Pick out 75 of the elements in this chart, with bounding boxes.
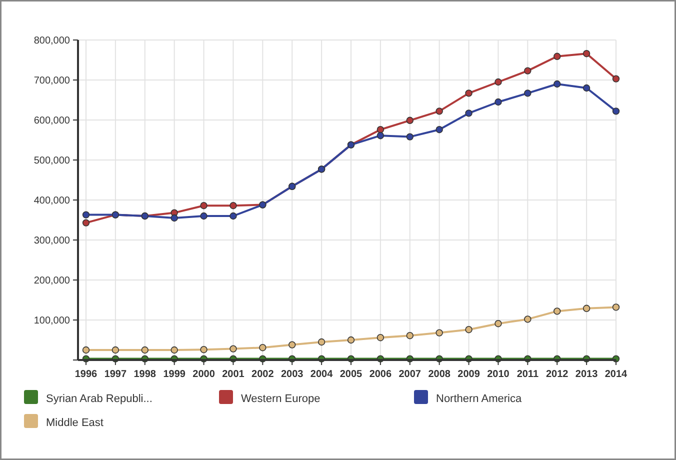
- point: [494, 78, 502, 86]
- point: [347, 336, 355, 344]
- point: [200, 212, 208, 220]
- x-tick-label: 2006: [369, 369, 392, 380]
- point: [436, 108, 443, 115]
- x-tick-label: 2009: [458, 369, 480, 380]
- legend-label: Western Europe: [241, 392, 320, 405]
- x-tick-label: 2004: [310, 369, 334, 380]
- y-tick-label: 100,000: [34, 316, 70, 326]
- point: [318, 338, 326, 346]
- point: [582, 50, 590, 58]
- legend-label: Syrian Arab Republi...: [46, 392, 152, 405]
- point: [376, 334, 384, 342]
- point: [230, 345, 237, 352]
- point: [406, 116, 414, 124]
- x-tick-label: 2000: [192, 369, 216, 380]
- point: [376, 132, 384, 140]
- y-tick-label: 300,000: [34, 236, 70, 246]
- point: [170, 214, 178, 222]
- y-tick-label: 400,000: [34, 196, 70, 206]
- point: [82, 211, 90, 218]
- x-tick-label: 2005: [340, 369, 363, 380]
- point: [612, 108, 620, 115]
- y-tick-label: 800,000: [34, 36, 70, 46]
- x-tick-label: 1999: [163, 369, 186, 380]
- x-tick-label: 2010: [487, 369, 510, 380]
- x-tick-label: 2013: [575, 369, 598, 380]
- point: [288, 341, 296, 348]
- point: [200, 202, 208, 210]
- point: [524, 90, 532, 97]
- point: [582, 304, 590, 312]
- point: [112, 346, 120, 354]
- point: [494, 320, 502, 328]
- point: [465, 326, 472, 334]
- point: [406, 332, 414, 340]
- point: [554, 308, 561, 315]
- point: [230, 212, 237, 220]
- x-tick-label: 1997: [104, 369, 128, 380]
- point: [494, 98, 502, 106]
- x-tick-label: 1996: [74, 369, 98, 380]
- x-tick-label: 1998: [134, 369, 156, 380]
- y-tick-label: 500,000: [34, 156, 70, 166]
- point: [141, 346, 148, 354]
- point: [230, 202, 237, 210]
- x-tick-label: 2001: [222, 369, 245, 380]
- x-tick-label: 2012: [546, 369, 569, 380]
- y-tick-label: 600,000: [34, 116, 70, 126]
- point: [465, 110, 472, 117]
- point: [436, 126, 443, 134]
- point: [524, 67, 532, 74]
- point: [170, 346, 178, 354]
- point: [259, 344, 266, 352]
- point: [612, 75, 620, 82]
- point: [200, 346, 208, 354]
- x-tick-label: 2007: [398, 369, 422, 380]
- x-tick-label: 2003: [280, 369, 304, 380]
- point: [82, 346, 90, 354]
- point: [465, 90, 472, 97]
- legend-label: Middle East: [46, 416, 104, 429]
- point: [406, 133, 414, 140]
- x-tick-label: 2014: [604, 369, 628, 380]
- point: [554, 52, 561, 60]
- x-tick-label: 2002: [252, 369, 274, 380]
- y-tick-label: 200,000: [34, 276, 70, 286]
- x-tick-label: 2008: [428, 369, 451, 380]
- point: [612, 304, 620, 311]
- legend-label: Northern America: [436, 392, 522, 405]
- point: [82, 219, 90, 226]
- point: [554, 80, 561, 88]
- point: [524, 316, 532, 323]
- point: [376, 126, 384, 134]
- point: [582, 84, 590, 92]
- point: [436, 329, 443, 336]
- x-tick-label: 2011: [516, 369, 539, 380]
- y-tick-label: 700,000: [34, 76, 70, 86]
